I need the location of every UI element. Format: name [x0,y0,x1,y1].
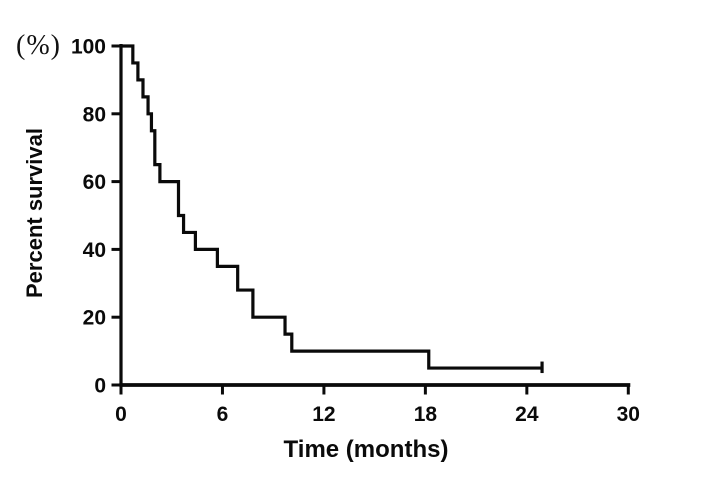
svg-text:18: 18 [414,403,438,426]
svg-text:0: 0 [94,375,106,398]
y-axis-unit-label: (%) [16,30,61,61]
survival-curve [121,44,543,370]
svg-text:60: 60 [83,171,106,194]
svg-text:20: 20 [83,307,106,330]
svg-text:30: 30 [617,403,640,426]
svg-text:80: 80 [83,103,106,126]
y-axis-ticks [111,44,121,387]
svg-text:0: 0 [115,403,127,426]
svg-text:100: 100 [71,36,106,59]
x-axis-title: Time (months) [283,436,449,463]
y-tick-labels: 0 20 40 60 80 100 [71,36,106,398]
svg-text:12: 12 [312,403,335,426]
y-axis-title: Percent survival [22,128,47,298]
x-axis-ticks [119,385,630,395]
svg-text:6: 6 [217,403,229,426]
svg-text:40: 40 [83,239,106,262]
svg-text:24: 24 [515,403,539,426]
x-tick-labels: 0 6 12 18 24 30 [115,403,640,426]
axes [119,44,631,387]
